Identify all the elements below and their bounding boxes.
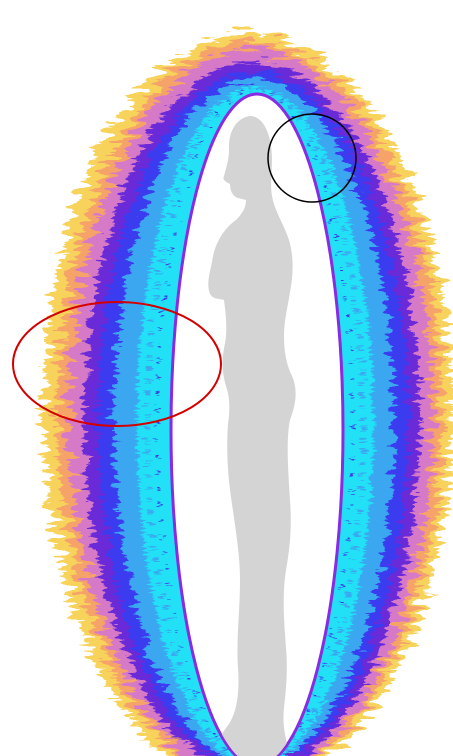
annotation-red-ellipse bbox=[12, 301, 222, 427]
silhouette-body bbox=[208, 116, 296, 756]
aura-cyan-streak-a bbox=[144, 85, 366, 756]
annotation-black-circle bbox=[267, 113, 357, 203]
aura-cyan-streak-b bbox=[155, 87, 355, 756]
human-silhouette bbox=[208, 116, 296, 756]
